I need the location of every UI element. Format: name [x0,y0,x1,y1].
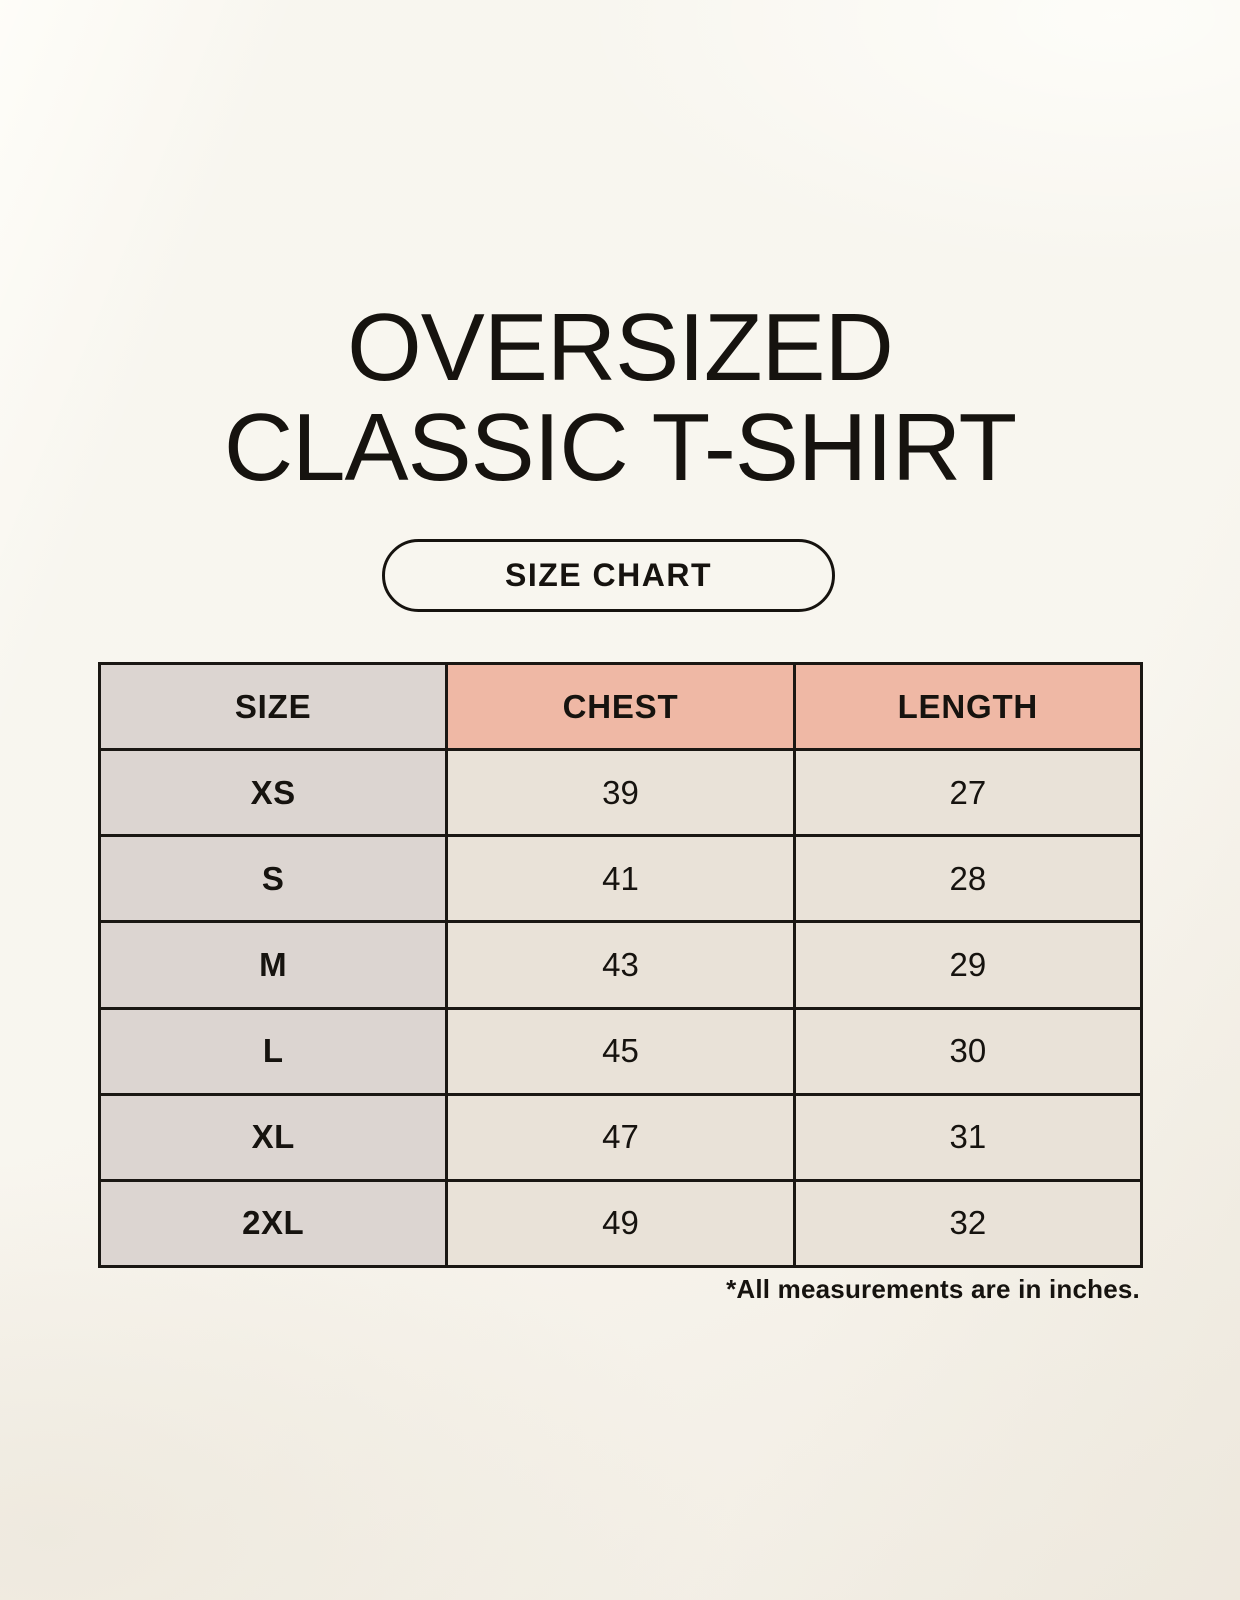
product-title: OVERSIZED CLASSIC T-SHIRT [0,298,1240,498]
chest-cell: 41 [445,834,796,924]
table-row: XS 39 27 [97,748,1144,838]
header-cell-length: LENGTH [792,661,1144,752]
length-cell: 32 [792,1178,1144,1269]
size-chart-table: SIZE CHEST LENGTH XS 39 27 S 41 28 M 43 … [97,661,1144,1269]
chest-cell: 43 [445,920,796,1010]
table-row: L 45 30 [97,1006,1144,1096]
size-cell: L [97,1006,449,1096]
chest-cell: 49 [445,1178,796,1269]
header-cell-size: SIZE [97,661,449,752]
table-row: M 43 29 [97,920,1144,1010]
table-row: XL 47 31 [97,1092,1144,1182]
product-title-line2: CLASSIC T-SHIRT [223,394,1017,501]
size-cell: M [97,920,449,1010]
length-cell: 29 [792,920,1144,1010]
table-row: 2XL 49 32 [97,1178,1144,1269]
size-cell: XS [97,748,449,838]
chest-cell: 45 [445,1006,796,1096]
length-cell: 30 [792,1006,1144,1096]
length-cell: 31 [792,1092,1144,1182]
size-chart-button[interactable]: SIZE CHART [382,539,835,612]
size-cell: S [97,834,449,924]
chest-cell: 39 [445,748,796,838]
header-cell-chest: CHEST [445,661,796,752]
product-title-line1: OVERSIZED [347,294,894,401]
chest-cell: 47 [445,1092,796,1182]
size-cell: 2XL [97,1178,449,1269]
size-chart-button-label: SIZE CHART [505,557,712,593]
table-header-row: SIZE CHEST LENGTH [97,661,1144,752]
length-cell: 28 [792,834,1144,924]
measurements-footnote: *All measurements are in inches. [726,1274,1140,1304]
size-cell: XL [97,1092,449,1182]
length-cell: 27 [792,748,1144,838]
table-row: S 41 28 [97,834,1144,924]
